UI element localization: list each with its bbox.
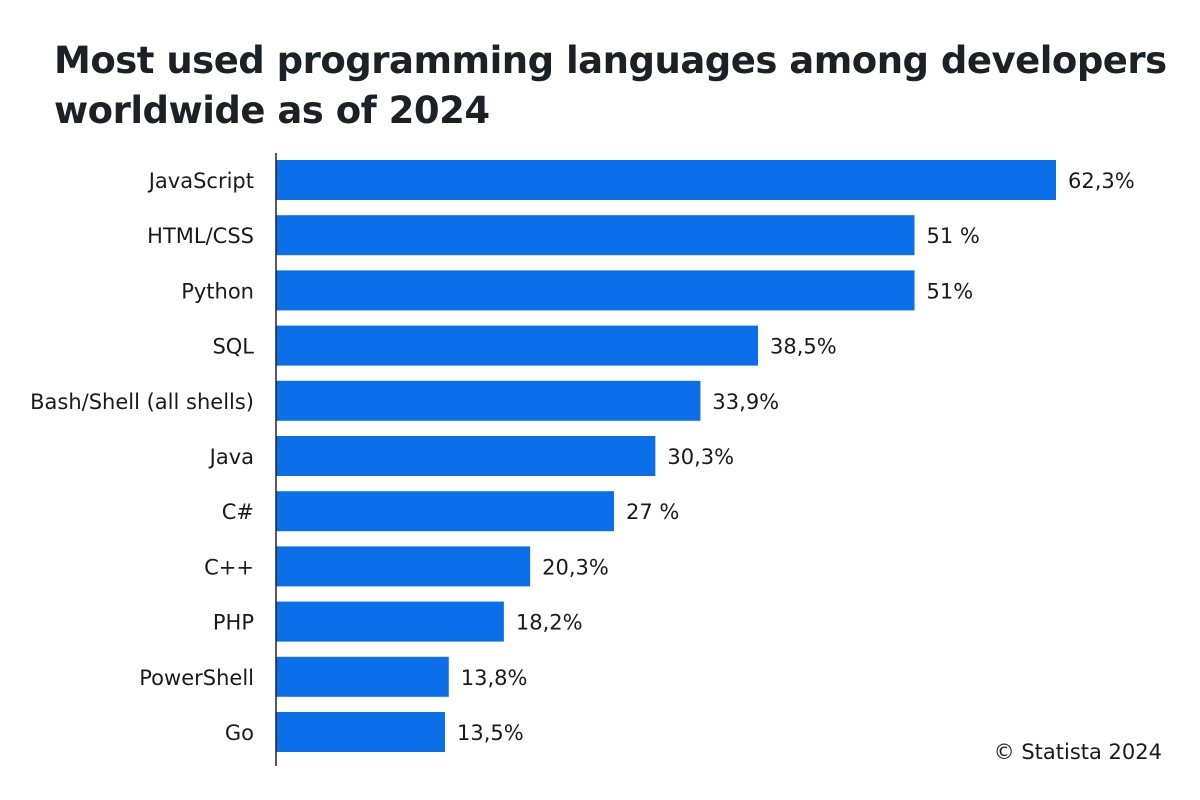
value-label: 13,8% [461,666,528,690]
bars-group: JavaScript 62,3% HTML/CSS 51 % Python 51% SQL 3… [30,160,1135,752]
bar-2 [276,270,915,311]
category-label: C++ [204,555,254,579]
category-label: PHP [213,611,254,635]
category-label: HTML/CSS [147,224,254,248]
bar-8 [276,601,504,642]
category-label: Python [181,279,254,303]
bar-4 [276,380,701,421]
value-label: 13,5% [457,721,524,745]
value-label: 18,2% [516,611,583,635]
category-label: Bash/Shell (all shells) [30,390,254,414]
source-credit: © Statista 2024 [993,740,1162,764]
bar-3 [276,325,759,366]
bar-6 [276,491,615,532]
value-label: 62,3% [1068,169,1135,193]
value-label: 51 % [927,224,980,248]
value-label: 51% [927,279,974,303]
category-label: PowerShell [139,666,254,690]
category-label: SQL [212,335,254,359]
bar-9 [276,656,449,697]
category-label: C# [222,500,254,524]
value-label: 33,9% [712,390,779,414]
bar-7 [276,546,531,587]
value-label: 27 % [626,500,679,524]
chart-title: Most used programming languages among de… [54,39,1167,132]
category-label: Go [225,721,254,745]
value-label: 38,5% [770,335,837,359]
category-label: JavaScript [147,169,254,193]
value-label: 30,3% [667,445,734,469]
category-label: Java [208,445,254,469]
value-label: 20,3% [542,555,609,579]
bar-10 [276,712,446,752]
bar-1 [276,215,915,256]
bar-0 [276,160,1056,200]
bar-5 [276,436,656,476]
